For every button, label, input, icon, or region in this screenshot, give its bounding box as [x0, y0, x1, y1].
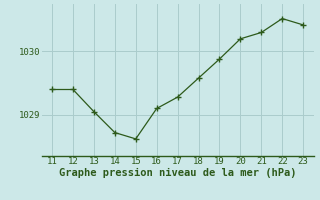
X-axis label: Graphe pression niveau de la mer (hPa): Graphe pression niveau de la mer (hPa): [59, 168, 296, 178]
